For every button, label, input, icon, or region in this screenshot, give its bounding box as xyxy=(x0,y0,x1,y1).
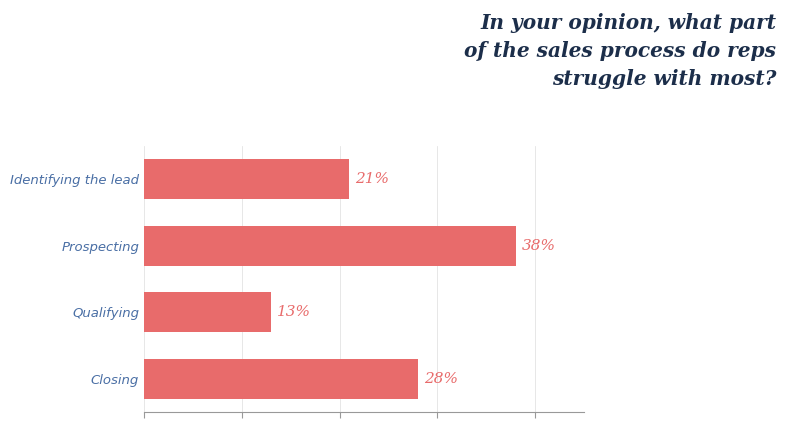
Text: 28%: 28% xyxy=(424,372,458,386)
Text: 13%: 13% xyxy=(277,305,311,319)
Bar xyxy=(144,292,271,332)
Bar xyxy=(144,226,515,266)
Text: 21%: 21% xyxy=(355,172,390,187)
Text: In your opinion, what part
of the sales process do reps
struggle with most?: In your opinion, what part of the sales … xyxy=(464,13,776,89)
Bar xyxy=(144,359,418,399)
Bar xyxy=(144,159,350,199)
Text: 38%: 38% xyxy=(522,239,555,253)
